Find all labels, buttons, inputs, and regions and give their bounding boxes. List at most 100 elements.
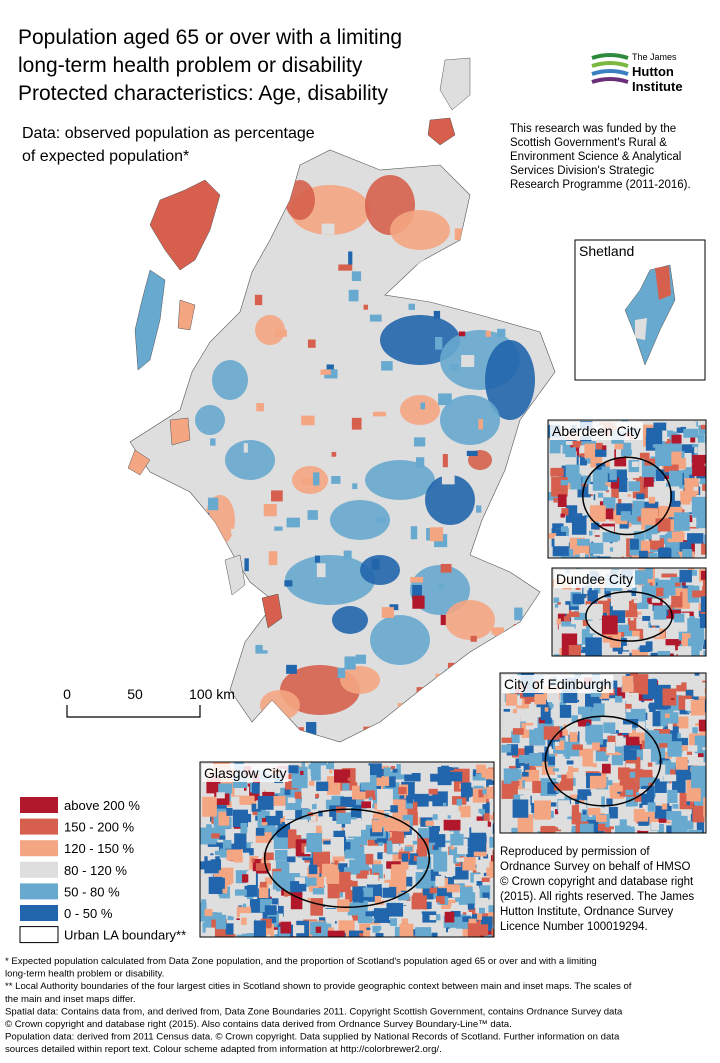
zone bbox=[552, 546, 569, 556]
zone bbox=[323, 793, 330, 798]
zone bbox=[692, 454, 706, 477]
zone bbox=[601, 763, 611, 774]
zone bbox=[261, 821, 268, 826]
zone bbox=[226, 807, 233, 816]
zone bbox=[447, 771, 463, 782]
zone bbox=[450, 705, 458, 712]
zone bbox=[485, 771, 494, 780]
zone bbox=[412, 840, 418, 845]
zone bbox=[522, 771, 529, 777]
zone bbox=[592, 763, 597, 768]
zone bbox=[321, 844, 337, 855]
zone bbox=[672, 589, 681, 597]
zone bbox=[363, 726, 372, 734]
legend-swatch bbox=[19, 926, 59, 944]
zone bbox=[572, 440, 583, 448]
zone bbox=[501, 744, 512, 753]
zone bbox=[617, 767, 630, 780]
inset: Dundee City bbox=[551, 567, 707, 657]
zone bbox=[242, 848, 254, 856]
zone bbox=[557, 494, 567, 508]
zone bbox=[554, 809, 559, 815]
zone bbox=[672, 716, 689, 729]
zone bbox=[257, 795, 274, 810]
zone bbox=[211, 274, 223, 282]
zone bbox=[666, 820, 671, 824]
zone bbox=[644, 568, 653, 579]
zone bbox=[681, 745, 688, 751]
zone bbox=[391, 831, 404, 844]
zone bbox=[338, 453, 349, 465]
zone bbox=[377, 852, 384, 860]
zone bbox=[554, 741, 560, 746]
zone bbox=[532, 780, 542, 794]
zone bbox=[203, 726, 215, 735]
zone bbox=[307, 898, 311, 902]
zone bbox=[580, 647, 589, 653]
zone bbox=[371, 918, 376, 921]
zone bbox=[400, 762, 412, 775]
zone bbox=[588, 484, 596, 495]
zone bbox=[328, 927, 334, 934]
zone bbox=[251, 783, 260, 794]
zone bbox=[691, 765, 706, 789]
zone bbox=[626, 468, 640, 479]
zone bbox=[606, 780, 613, 786]
zone bbox=[334, 769, 351, 783]
zone bbox=[615, 735, 624, 747]
zone bbox=[443, 819, 461, 831]
zone bbox=[632, 586, 637, 592]
legend-swatch bbox=[20, 861, 58, 878]
zone bbox=[431, 932, 438, 937]
zone bbox=[392, 799, 406, 818]
zone bbox=[666, 583, 676, 596]
zone bbox=[497, 328, 506, 337]
zone bbox=[568, 766, 574, 773]
zone bbox=[529, 728, 546, 746]
zone bbox=[331, 476, 341, 484]
zone bbox=[296, 819, 308, 836]
zone bbox=[517, 814, 534, 833]
zone bbox=[620, 556, 624, 558]
zone bbox=[674, 613, 685, 623]
zone bbox=[637, 611, 642, 615]
legend: above 200 % 150 - 200 % 120 - 150 % 80 - 12… bbox=[19, 797, 186, 944]
zone bbox=[462, 857, 476, 871]
zone bbox=[478, 808, 483, 814]
zone bbox=[571, 766, 579, 773]
zone bbox=[404, 772, 421, 782]
zone bbox=[610, 785, 617, 792]
zone bbox=[561, 621, 576, 629]
zone bbox=[671, 434, 682, 444]
zone bbox=[415, 457, 425, 468]
zone bbox=[697, 646, 705, 656]
zone bbox=[286, 664, 297, 674]
zone bbox=[415, 927, 432, 937]
zone bbox=[432, 791, 448, 807]
title-line: Population aged 65 or over with a limiti… bbox=[18, 26, 402, 49]
zone bbox=[485, 330, 491, 337]
zone bbox=[602, 627, 614, 643]
zone bbox=[440, 395, 500, 445]
zone bbox=[449, 364, 459, 371]
zone bbox=[391, 864, 403, 881]
island bbox=[134, 269, 166, 371]
zone bbox=[540, 705, 551, 721]
zone bbox=[461, 704, 468, 709]
zone bbox=[569, 732, 578, 742]
zone bbox=[400, 876, 413, 893]
reproduced-line: Ordnance Survey on behalf of HMSO bbox=[500, 861, 691, 873]
zone bbox=[628, 726, 640, 737]
zone bbox=[390, 766, 396, 770]
zone bbox=[601, 654, 610, 656]
zone bbox=[306, 776, 312, 781]
zone bbox=[400, 395, 440, 425]
zone bbox=[200, 914, 210, 922]
zone bbox=[486, 867, 494, 876]
zone bbox=[581, 629, 593, 645]
zone bbox=[396, 769, 400, 772]
zone bbox=[698, 719, 706, 732]
island bbox=[149, 179, 221, 271]
zone bbox=[246, 871, 256, 885]
zone bbox=[478, 419, 484, 430]
